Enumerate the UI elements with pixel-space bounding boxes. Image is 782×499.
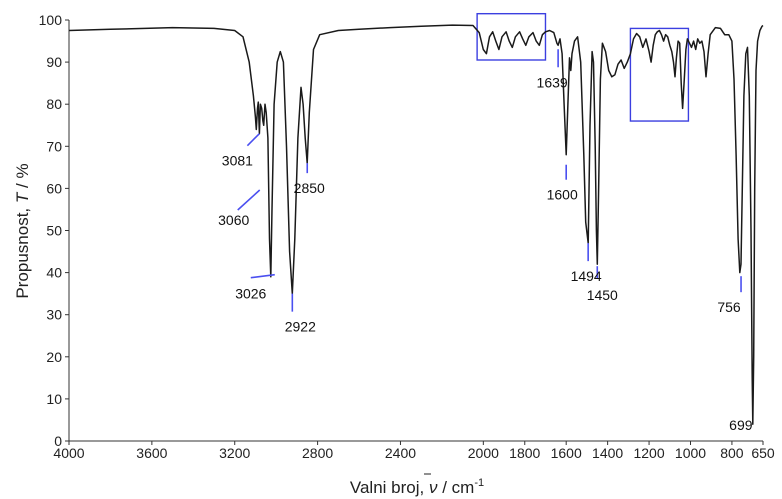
spectrum-line xyxy=(68,24,764,425)
peak-label: 699 xyxy=(729,417,753,433)
peak-marker-line xyxy=(246,133,260,147)
peak-label: 1494 xyxy=(571,268,602,284)
x-tick-label: 1400 xyxy=(592,445,623,461)
peak-label: 1450 xyxy=(587,287,618,303)
peak-labels: 3081 3060 3026 2922 2850 1639 1600 1494 1450 756 6… xyxy=(218,74,753,433)
y-axis-title-symbol: T xyxy=(13,191,32,203)
peak-label: 1600 xyxy=(547,187,578,203)
y-tick-label: 20 xyxy=(46,349,62,365)
x-tick-label: 650 xyxy=(751,445,775,461)
x-ticks: 4000 3600 3200 2800 2400 2000 1800 1600 1400 1200… xyxy=(53,441,775,461)
x-tick-label: 2400 xyxy=(385,445,416,461)
highlight-box xyxy=(476,12,547,61)
peak-markers xyxy=(237,49,742,312)
peak-label: 2922 xyxy=(285,319,316,335)
x-tick-label: 2800 xyxy=(302,445,333,461)
peak-marker-line xyxy=(250,273,275,279)
y-tick-label: 90 xyxy=(46,54,62,70)
highlight-box xyxy=(629,27,690,122)
peak-label: 2850 xyxy=(294,180,325,196)
x-tick-label: 1800 xyxy=(509,445,540,461)
peak-label: 3026 xyxy=(235,286,266,302)
x-tick-label: 4000 xyxy=(53,445,84,461)
peak-label: 1639 xyxy=(537,74,568,90)
x-tick-label: 3200 xyxy=(219,445,250,461)
y-axis-title-unit: / % xyxy=(13,163,32,188)
y-tick-label: 70 xyxy=(46,138,62,154)
y-tick-label: 40 xyxy=(46,265,62,281)
peak-label: 3081 xyxy=(222,153,253,169)
y-tick-label: 0 xyxy=(54,433,62,449)
x-tick-label: 2000 xyxy=(468,445,499,461)
x-axis-title-unit: / cm xyxy=(442,478,474,497)
y-tick-label: 100 xyxy=(39,12,63,28)
series-group xyxy=(68,24,764,425)
x-axis-title-symbol: ν xyxy=(429,478,438,497)
x-tick-label: 1200 xyxy=(633,445,664,461)
x-tick-label: 1000 xyxy=(675,445,706,461)
x-axis-title-exponent: -1 xyxy=(474,477,484,489)
y-tick-label: 10 xyxy=(46,391,62,407)
y-tick-label: 30 xyxy=(46,307,62,323)
y-ticks: 0 10 20 30 40 50 60 70 80 90 100 xyxy=(39,12,69,449)
x-axis-title-main: Valni broj, xyxy=(350,478,424,497)
x-tick-label: 1600 xyxy=(551,445,582,461)
x-tick-label: 800 xyxy=(720,445,744,461)
peak-marker-line xyxy=(237,189,261,211)
peak-label: 756 xyxy=(717,299,741,315)
y-axis-title-main: Propusnost, xyxy=(13,208,32,299)
x-tick-label: 3600 xyxy=(136,445,167,461)
y-tick-label: 80 xyxy=(46,96,62,112)
peak-label: 3060 xyxy=(218,212,249,228)
y-tick-label: 60 xyxy=(46,180,62,196)
y-axis-title: Propusnost, T / % xyxy=(13,163,32,298)
y-tick-label: 50 xyxy=(46,223,62,239)
highlight-boxes xyxy=(476,12,690,122)
x-axis-title: Valni broj, ν / cm-1 xyxy=(350,477,484,497)
